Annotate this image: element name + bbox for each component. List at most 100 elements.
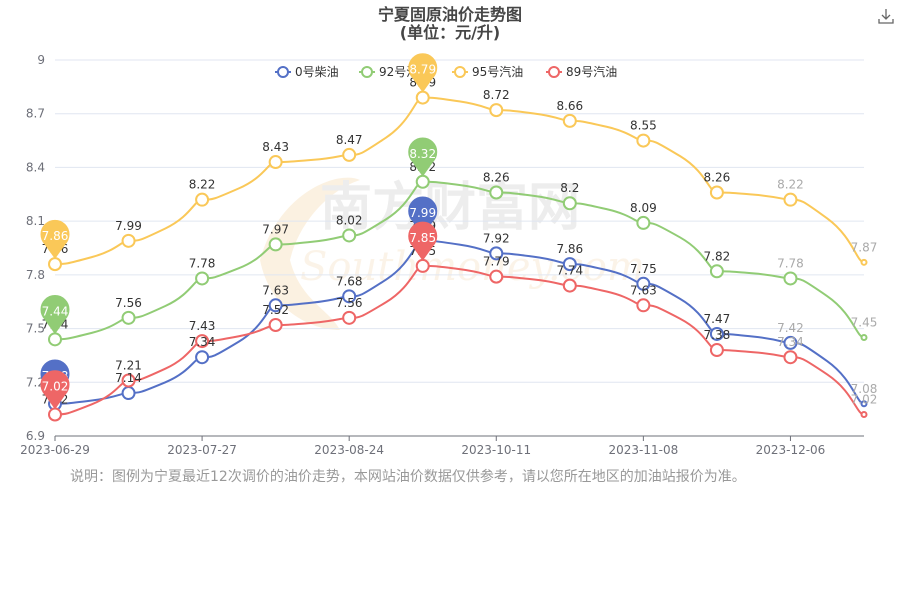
marker-pin: 7.02 [40,370,70,410]
legend-item[interactable]: 89号汽油 [546,64,617,79]
data-point[interactable] [415,258,430,273]
data-label: 7.02 [851,393,878,407]
data-point[interactable] [860,334,868,342]
pin-label: 7.44 [42,304,69,318]
data-point[interactable] [636,298,651,313]
data-point[interactable] [562,196,577,211]
data-point[interactable] [121,233,136,248]
data-label: 8.66 [556,99,583,113]
legend-symbol [454,66,466,78]
data-label: 7.82 [704,249,731,263]
data-point[interactable] [268,237,283,252]
y-tick-label: 8.4 [26,160,45,174]
data-label: 7.74 [556,264,583,278]
y-tick-label: 8.7 [26,107,45,121]
data-point[interactable] [783,271,798,286]
data-point[interactable] [48,332,62,347]
data-label: 7.75 [630,262,657,276]
data-point[interactable] [195,350,210,365]
data-label: 8.09 [630,201,657,215]
data-label: 8.02 [336,213,363,227]
x-tick-label: 2023-12-06 [756,443,826,457]
y-tick-label: 7.2 [26,375,45,389]
data-point[interactable] [562,257,577,272]
data-point[interactable] [121,386,136,401]
data-point[interactable] [783,192,798,207]
y-tick-label: 9 [37,53,45,67]
data-point[interactable] [268,155,283,170]
data-point[interactable] [415,90,430,105]
data-point[interactable] [268,317,283,332]
y-tick-label: 7.8 [26,268,45,282]
data-point[interactable] [860,258,868,266]
data-point[interactable] [195,334,210,349]
data-point[interactable] [636,276,651,291]
data-point[interactable] [121,310,136,325]
svg-text:Southmoney.com: Southmoney.com [300,244,645,290]
data-label: 7.97 [262,222,289,236]
chart-note: 说明：图例为宁夏最近12次调价的油价走势，本网站油价数据仅供参考，请以您所在地区… [70,469,746,485]
data-point[interactable] [860,411,868,419]
pin-label: 7.85 [409,231,436,245]
legend[interactable]: 0号柴油 92号汽油 95号汽油 89号汽油 [275,64,617,79]
data-label: 8.22 [777,178,804,192]
data-label: 8.2 [560,181,579,195]
pin-label: 7.86 [42,229,69,243]
data-point[interactable] [783,350,798,365]
legend-label: 0号柴油 [295,65,339,79]
data-label: 7.21 [115,358,142,372]
data-point[interactable] [636,133,651,148]
data-point[interactable] [709,343,724,358]
data-point[interactable] [489,269,504,284]
data-label: 7.34 [777,335,804,349]
data-point[interactable] [562,113,577,128]
series-line [54,180,865,341]
data-label: 7.79 [483,255,510,269]
data-point[interactable] [48,407,62,422]
data-label: 7.38 [704,328,731,342]
y-tick-label: 6.9 [26,429,45,443]
data-label: 7.56 [336,296,363,310]
download-icon[interactable] [877,7,895,25]
legend-label: 95号汽油 [472,64,523,79]
data-point[interactable] [415,174,430,189]
data-point[interactable] [489,185,504,200]
data-point[interactable] [709,326,724,341]
x-tick-label: 2023-08-24 [314,443,384,457]
data-point[interactable] [48,257,62,272]
data-point[interactable] [489,103,504,118]
data-label: 7.78 [189,256,216,270]
data-point[interactable] [489,246,504,261]
data-label: 7.43 [189,319,216,333]
pin-shape [408,53,438,93]
data-point[interactable] [268,298,283,313]
marker-pins: 7.087.997.448.327.868.797.027.85 [40,53,438,410]
data-point[interactable] [709,185,724,200]
data-label: 7.63 [630,283,657,297]
legend-item[interactable]: 0号柴油 [275,65,339,79]
legend-item[interactable]: 95号汽油 [452,64,523,79]
data-point[interactable] [860,400,868,408]
data-point[interactable] [783,335,798,350]
data-point[interactable] [562,278,577,293]
legend-label: 89号汽油 [566,64,617,79]
data-point[interactable] [121,373,136,388]
data-point[interactable] [342,147,357,162]
data-point[interactable] [709,264,724,279]
watermark: 南方财富网 Southmoney.com [260,177,645,330]
data-point[interactable] [342,289,357,304]
pin-shape [40,370,70,410]
data-point[interactable] [636,215,651,230]
data-label: 8.26 [483,170,510,184]
pin-shape [408,221,438,261]
data-label: 7.14 [115,371,142,385]
series-layer [48,90,868,422]
data-point[interactable] [342,228,357,243]
data-point[interactable] [195,192,210,207]
data-point[interactable] [342,310,357,325]
pin-label: 8.32 [409,147,436,161]
y-axis: 6.9 7.2 7.5 7.8 8.1 8.4 8.7 9 [26,53,45,443]
data-label: 7.92 [483,231,510,245]
data-point[interactable] [195,271,210,286]
data-label: 8.47 [336,133,363,147]
